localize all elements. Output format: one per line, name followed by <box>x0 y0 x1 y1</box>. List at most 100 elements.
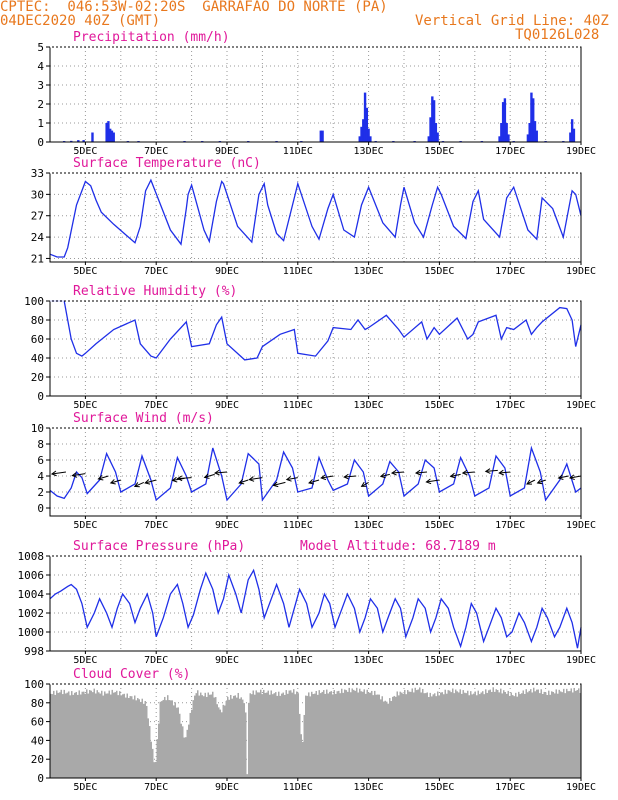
cloud-bar <box>231 698 233 778</box>
x-tick-label: 19DEC <box>566 520 596 531</box>
y-tick-label: 27 <box>31 210 44 223</box>
cloud-bar <box>257 692 259 778</box>
wind-arrow-head <box>248 476 255 482</box>
series-line <box>49 178 582 258</box>
precip-bar <box>105 123 108 142</box>
cloud-bar <box>381 696 383 778</box>
cloud-bar <box>471 694 473 778</box>
cloud-bar <box>281 693 283 778</box>
wind-arrow <box>450 473 461 477</box>
cloud-bar <box>275 692 277 778</box>
cloud-bar <box>377 694 379 778</box>
y-tick-label: 30 <box>31 188 44 201</box>
cloud-bar <box>380 699 382 778</box>
cloud-bar <box>71 691 73 778</box>
cloud-bar <box>137 698 139 778</box>
x-tick-label: 15DEC <box>424 782 454 793</box>
precip-bar <box>319 130 323 142</box>
cloud-bar <box>404 689 406 778</box>
cloud-bar <box>458 692 460 778</box>
precip-bar <box>431 96 434 142</box>
cloud-bar <box>225 700 227 778</box>
cloud-bar <box>336 691 338 778</box>
cloud-bar <box>258 692 260 778</box>
cloud-bar <box>332 694 334 778</box>
cloud-bar <box>527 692 529 778</box>
cloud-bar <box>308 692 310 778</box>
x-tick-label: 11DEC <box>283 400 313 411</box>
wind-arrow <box>537 479 546 484</box>
cloud-bar <box>359 688 361 778</box>
wind-arrow-head <box>343 473 349 480</box>
cloud-bar <box>557 693 559 778</box>
cloud-bar <box>356 687 358 778</box>
cloud-bar <box>263 689 265 778</box>
cloud-bar <box>423 693 425 778</box>
cloud-bar <box>383 701 385 778</box>
cloud-bar <box>288 690 290 778</box>
cloud-bar <box>372 695 374 778</box>
cloud-bar <box>501 693 503 778</box>
precip-bar <box>503 98 507 142</box>
cloud-bar <box>56 690 58 778</box>
cloud-bar <box>326 689 328 778</box>
cloud-bar <box>312 694 314 778</box>
y-tick-label: 0 <box>37 772 44 785</box>
x-tick-label: 11DEC <box>283 782 313 793</box>
panel-title: Surface Pressure (hPa) <box>73 539 245 554</box>
cloud-bar <box>368 693 370 778</box>
y-tick-label: 100 <box>24 678 44 691</box>
wind-arrow-head <box>203 473 210 479</box>
cloud-bar <box>186 729 188 778</box>
cloud-bar <box>171 700 173 778</box>
x-tick-label: 7DEC <box>144 520 168 531</box>
cloud-bar <box>165 700 167 778</box>
cloud-bar <box>200 692 202 778</box>
x-tick-label: 17DEC <box>495 146 525 157</box>
wind-arrow <box>569 475 582 479</box>
panel-title: Relative Humidity (%) <box>73 284 237 299</box>
cloud-bar <box>411 688 413 778</box>
wind-arrow-head <box>414 469 421 476</box>
x-tick-label: 9DEC <box>215 146 239 157</box>
cloud-bar <box>254 694 256 778</box>
cloud-bar <box>245 712 247 778</box>
cloud-bar <box>444 689 446 778</box>
cloud-bar <box>482 691 484 778</box>
cloud-bar <box>407 690 409 778</box>
x-tick-label: 13DEC <box>354 266 384 277</box>
precip-bar <box>507 134 510 142</box>
x-tick-label: 17DEC <box>495 782 525 793</box>
cloud-bar <box>147 718 149 778</box>
cloud-bar <box>293 689 295 778</box>
wind-arrow-head <box>144 479 151 485</box>
cloud-bar <box>564 693 566 778</box>
cloud-bar <box>111 689 113 778</box>
cloud-bar <box>81 691 83 778</box>
cloud-bar <box>86 689 88 778</box>
cloud-bar <box>236 697 238 778</box>
cloud-bar <box>425 693 427 778</box>
cloud-bar <box>119 691 121 778</box>
cloud-bar <box>392 696 394 778</box>
precip-bar <box>500 123 503 142</box>
cloud-bar <box>575 690 577 778</box>
wind-arrow <box>321 475 334 479</box>
y-tick-label: 60 <box>31 333 44 346</box>
y-tick-label: 21 <box>31 252 44 265</box>
y-tick-label: 80 <box>31 314 44 327</box>
panel-3 <box>46 427 582 519</box>
cloud-bar <box>195 693 197 778</box>
cloud-bar <box>522 690 524 778</box>
x-tick-label: 11DEC <box>283 655 313 666</box>
cloud-bar <box>228 699 230 778</box>
y-tick-label: 2 <box>37 486 44 499</box>
cloud-bar <box>371 690 373 778</box>
cloud-bar <box>89 690 91 778</box>
cloud-bar <box>579 692 581 778</box>
precip-bar <box>362 119 365 142</box>
cloud-bar <box>500 688 502 778</box>
wind-arrow <box>134 481 145 487</box>
cloud-bar <box>162 699 164 778</box>
cloud-bar <box>303 714 305 778</box>
